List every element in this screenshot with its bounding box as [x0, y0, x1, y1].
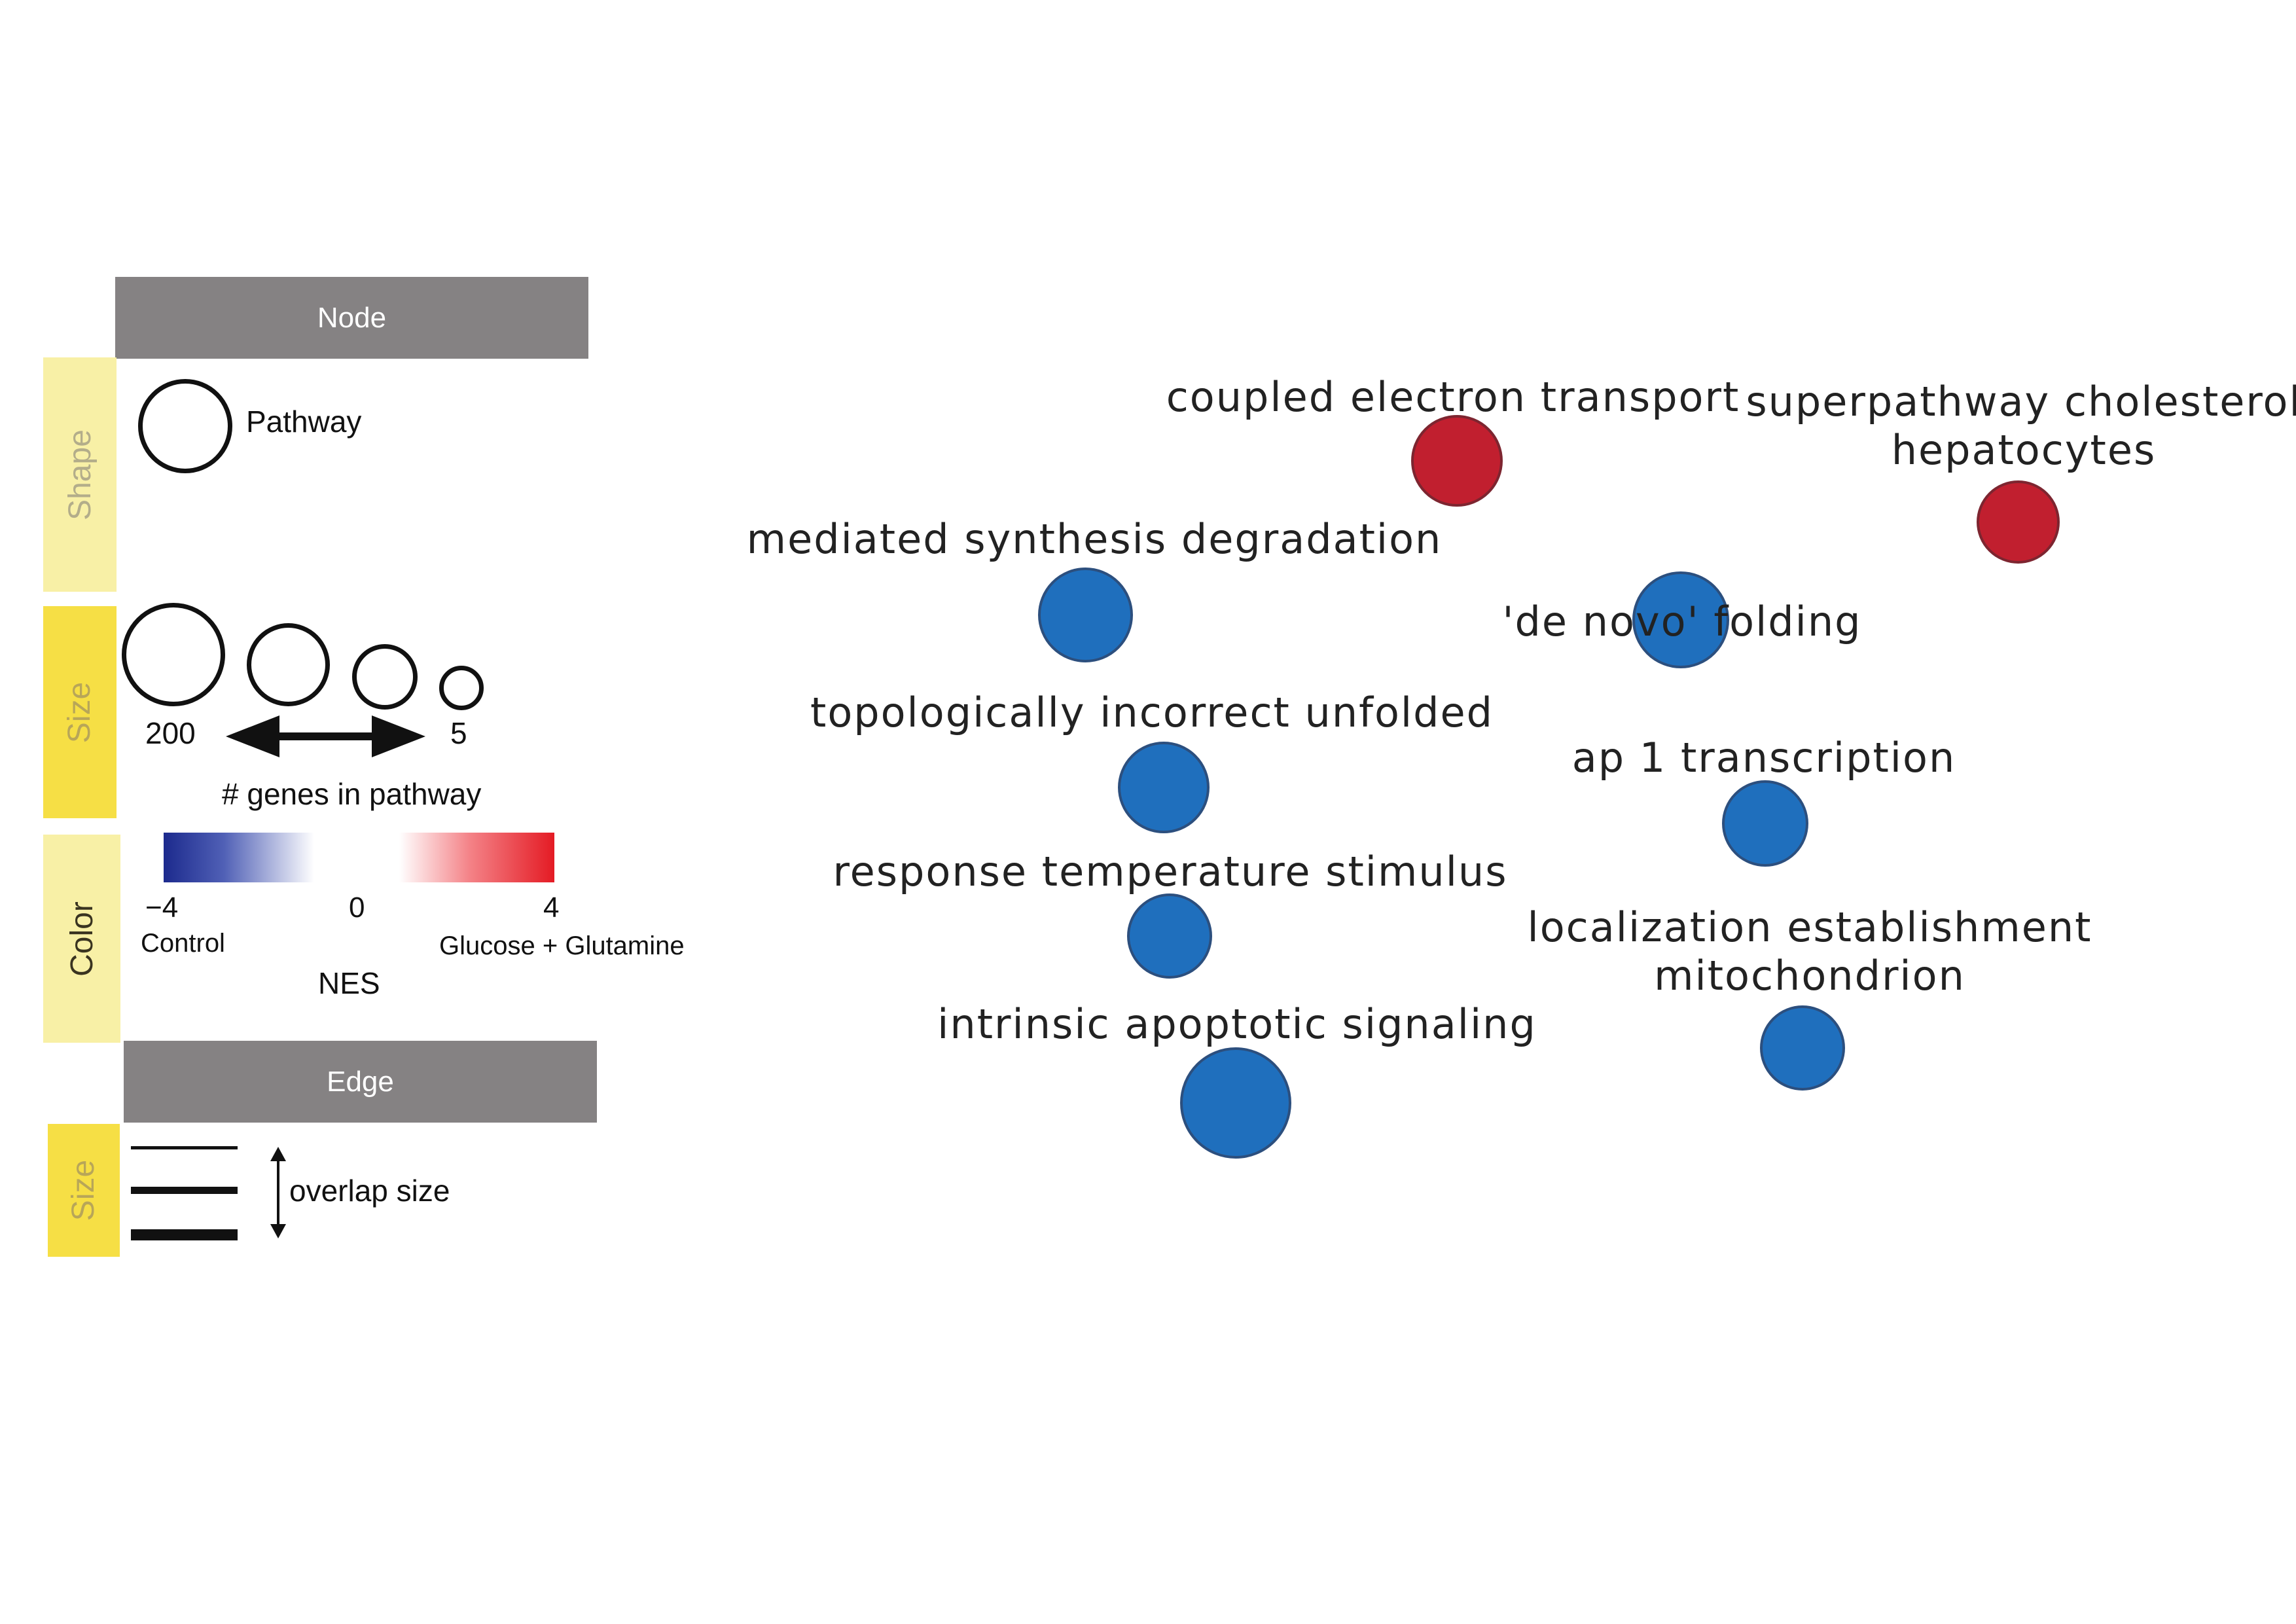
- edge-line-thin: [131, 1146, 238, 1149]
- size-circle-5: [439, 666, 484, 710]
- control-label: Control: [141, 929, 225, 958]
- size-circle-200: [122, 603, 225, 706]
- treatment-label: Glucose + Glutamine: [439, 931, 685, 960]
- node-circle[interactable]: [1722, 780, 1808, 867]
- node-label: response temperature stimulus: [833, 848, 1507, 896]
- nes-negative-gradient: [164, 833, 314, 882]
- node-circle[interactable]: [1180, 1047, 1291, 1159]
- node-label-line: response temperature stimulus: [833, 848, 1508, 895]
- node-label: localization establishment mitochondrion: [1528, 903, 2092, 1000]
- node-label-line: coupled electron transport: [1166, 373, 1740, 421]
- pathway-label: Pathway: [246, 405, 362, 439]
- double-arrow-icon: [226, 715, 425, 757]
- node-circle[interactable]: [1977, 480, 2060, 564]
- edge-line-medium: [131, 1187, 238, 1194]
- edge-line-thick: [131, 1229, 238, 1240]
- node-label-line: mediated synthesis degradation: [746, 515, 1443, 563]
- size-min-label: 5: [450, 716, 467, 750]
- node-label: mediated synthesis degradation: [747, 515, 1443, 564]
- vertical-double-arrow-icon: [270, 1147, 286, 1238]
- node-label: superpathway cholesterol hepatocytes: [1746, 378, 2296, 475]
- nes-mid-label: 0: [349, 892, 365, 924]
- node-label-line: superpathway cholesterol: [1746, 378, 2296, 425]
- nes-label: NES: [318, 966, 380, 1000]
- node-label: topologically incorrect unfolded: [810, 689, 1494, 737]
- edge-size-side-text: Size: [66, 1159, 101, 1221]
- node-label-line: topologically incorrect unfolded: [810, 689, 1494, 736]
- node-label: intrinsic apoptotic signaling: [937, 1000, 1537, 1049]
- node-header-text: Node: [317, 301, 387, 334]
- overlap-size-label: overlap size: [289, 1174, 450, 1208]
- color-side-text: Color: [64, 901, 99, 977]
- size-max-label: 200: [145, 716, 196, 750]
- node-label: 'de novo' folding: [1502, 598, 1861, 646]
- nes-positive-gradient: [399, 833, 554, 882]
- nes-min-label: −4: [145, 892, 179, 924]
- nes-max-label: 4: [543, 892, 560, 924]
- shape-side-text: Shape: [62, 429, 98, 520]
- size-circle-large: [247, 623, 330, 706]
- pathway-shape-circle: [138, 379, 232, 473]
- shape-side-label: Shape: [43, 357, 117, 592]
- edge-header: Edge: [124, 1041, 597, 1123]
- node-label-line: ap 1 transcription: [1571, 734, 1956, 782]
- node-circle[interactable]: [1411, 415, 1503, 507]
- genes-in-pathway-label: # genes in pathway: [222, 777, 482, 811]
- node-circle[interactable]: [1038, 568, 1133, 662]
- edge-size-side-label: Size: [48, 1124, 120, 1257]
- color-side-label: Color: [43, 835, 120, 1043]
- node-label: coupled electron transport: [1166, 373, 1740, 422]
- node-header: Node: [115, 277, 588, 359]
- node-circle[interactable]: [1118, 742, 1210, 833]
- edge-header-text: Edge: [327, 1065, 394, 1098]
- node-label-line: mitochondrion: [1654, 952, 1965, 1000]
- node-circle[interactable]: [1632, 571, 1729, 668]
- node-circle[interactable]: [1760, 1005, 1845, 1091]
- node-circle[interactable]: [1127, 893, 1212, 979]
- size-side-label: Size: [43, 606, 117, 818]
- node-label: ap 1 transcription: [1572, 734, 1956, 782]
- size-circle-medium: [352, 644, 418, 710]
- node-label-line: 'de novo' folding: [1502, 598, 1862, 645]
- node-label-line: hepatocytes: [1891, 426, 2157, 474]
- node-label-line: localization establishment: [1527, 903, 2092, 951]
- node-label-line: intrinsic apoptotic signaling: [937, 1000, 1537, 1048]
- size-side-text: Size: [62, 681, 98, 743]
